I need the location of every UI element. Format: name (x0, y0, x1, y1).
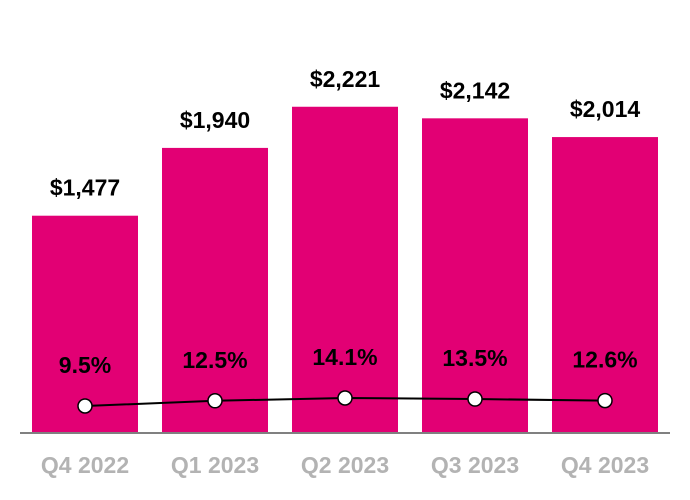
line-value-label: 14.1% (312, 344, 377, 370)
x-tick-label: Q4 2023 (561, 452, 649, 478)
bar (552, 137, 658, 432)
x-tick-label: Q4 2022 (41, 452, 129, 478)
line-value-label: 12.6% (572, 347, 637, 373)
bar-value-label: $2,221 (310, 66, 381, 92)
line-value-label: 12.5% (182, 347, 247, 373)
line-point (337, 390, 353, 406)
line-value-label: 9.5% (59, 352, 111, 378)
line-value-label: 13.5% (442, 345, 507, 371)
bar (292, 106, 398, 433)
x-tick-label: Q1 2023 (171, 452, 259, 478)
x-tick-label: Q2 2023 (301, 452, 389, 478)
bar (422, 118, 528, 432)
bar-value-label: $1,940 (180, 107, 250, 133)
line-point (467, 391, 483, 407)
x-tick-label: Q3 2023 (431, 452, 519, 478)
bar-value-label: $2,014 (570, 96, 641, 122)
line-point (77, 398, 93, 414)
bar-value-label: $2,142 (440, 77, 510, 103)
bar-value-label: $1,477 (50, 175, 120, 201)
bar (162, 147, 268, 432)
line-point (597, 392, 613, 409)
line-point (207, 393, 223, 409)
bar (32, 215, 138, 432)
